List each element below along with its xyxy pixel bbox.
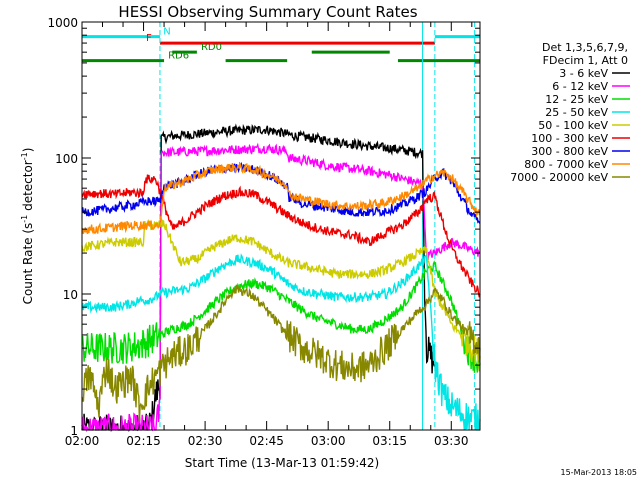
chart-title: HESSI Observing Summary Count Rates: [118, 3, 417, 21]
series-7000-20000-kev: [81, 284, 481, 421]
x-tick-label-02-15: 02:15: [126, 434, 161, 448]
x-axis-ticks: 02:00 02:15 02:30 02:45 03:00 03:15 03:30: [65, 22, 473, 448]
x-tick-label-03-15: 03:15: [372, 434, 407, 448]
legend: Det 1,3,5,6,7,9,FDecim 1, Att 03 - 6 keV…: [510, 41, 630, 184]
series-300-800-kev: [81, 161, 481, 224]
legend-label-6-12-kev: 6 - 12 keV: [552, 80, 608, 93]
y-tick-label-100: 100: [55, 152, 78, 166]
x-tick-label-03-00: 03:00: [311, 434, 346, 448]
legend-label-7000-20000-kev: 7000 - 20000 keV: [510, 171, 608, 184]
flag-label-f: F: [146, 33, 152, 44]
legend-header-1: FDecim 1, Att 0: [543, 54, 628, 67]
series-50-100-kev: [81, 218, 481, 372]
footer-date: 15-Mar-2013 18:05: [561, 468, 638, 477]
flag-bars: NF RD0 RD6: [82, 27, 480, 63]
flag-label-rd0: RD0: [201, 42, 222, 53]
flag-label-n: N: [163, 27, 170, 38]
legend-label-50-100-kev: 50 - 100 keV: [538, 119, 608, 132]
x-tick-label-02-30: 02:30: [188, 434, 223, 448]
flag-label-rd6: RD6: [168, 51, 189, 62]
legend-label-300-800-kev: 300 - 800 keV: [531, 145, 608, 158]
x-tick-label-02-00: 02:00: [65, 434, 100, 448]
x-axis-label: Start Time (13-Mar-13 01:59:42): [185, 456, 379, 470]
legend-label-100-300-kev: 100 - 300 keV: [531, 132, 608, 145]
series-800-7000-kev: [81, 163, 481, 235]
y-axis-label: Count Rate (s-1 detector-1): [20, 148, 35, 305]
x-tick-label-02-45: 02:45: [249, 434, 284, 448]
vertical-markers: [159, 22, 476, 430]
legend-header-0: Det 1,3,5,6,7,9,: [542, 41, 628, 54]
plot-frame: [81, 21, 481, 431]
x-tick-label-03-30: 03:30: [434, 434, 469, 448]
legend-label-800-7000-kev: 800 - 7000 keV: [524, 158, 608, 171]
y-tick-label-1000: 1000: [47, 16, 78, 30]
series-lines: [81, 123, 481, 433]
legend-label-25-50-kev: 25 - 50 keV: [545, 106, 608, 119]
series-100-300-kev: [81, 174, 481, 298]
series-12-25-kev: [81, 260, 481, 373]
legend-label-12-25-kev: 12 - 25 keV: [545, 93, 608, 106]
series-25-50-kev: [81, 253, 481, 431]
y-tick-label-10: 10: [63, 288, 78, 302]
y-tick-label-1: 1: [70, 424, 78, 438]
y-axis-ticks: 1 10 100 1000: [47, 16, 480, 438]
legend-label-3-6-kev: 3 - 6 keV: [559, 67, 608, 80]
